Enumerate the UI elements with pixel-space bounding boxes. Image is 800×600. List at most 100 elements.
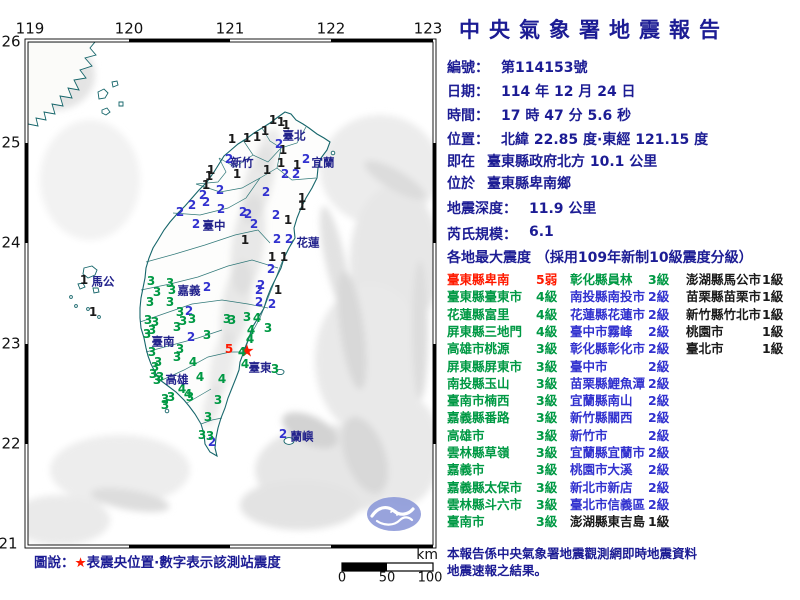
map-city-label: 臺南 [151, 334, 175, 349]
station-area-name: 臺中市 [570, 358, 608, 374]
field-value: 11.9 公里 [529, 201, 597, 217]
penghu-islands [69, 265, 101, 319]
scale-unit-label: km [416, 547, 438, 563]
station-area-name: 嘉義縣番路 [447, 410, 510, 426]
station-intensity-marker: 2 [238, 205, 248, 219]
intensity-table-row: 臺南市 3級 澎湖縣東吉島 1級 [447, 511, 797, 530]
offshore-islets [97, 80, 124, 116]
station-intensity-marker: 3 [270, 362, 280, 376]
station-area-name: 高雄市桃源 [447, 341, 510, 357]
intensity-table-row: 雲林縣斗六市 3級 臺北市信義區 2級 [447, 494, 797, 512]
station-intensity-marker: 3 [147, 345, 157, 359]
field-label: 位置： [447, 132, 489, 148]
station-intensity-marker: 4 [245, 332, 255, 346]
intensity-value: 3級 [536, 427, 558, 443]
intensity-value: 3級 [536, 393, 558, 409]
intensity-value: 3級 [536, 445, 558, 460]
station-area-name: 臺東縣卑南 [447, 272, 510, 287]
intensity-value: 2級 [648, 479, 670, 495]
intensity-value: 2級 [648, 306, 670, 322]
report-title: 中央氣象署地震報告 [459, 18, 729, 42]
intensity-table-row: 臺東縣臺東市 4級 南投縣南投市 2級 苗栗縣苗栗市 1級 [447, 286, 797, 305]
lat-axis-label: 25 [1, 133, 21, 152]
station-intensity-marker: 3 [146, 274, 156, 288]
station-intensity-marker: 3 [160, 392, 170, 406]
station-intensity-marker: 1 [206, 163, 216, 177]
station-area-name: 嘉義縣太保市 [447, 479, 523, 495]
station-intensity-marker: 3 [203, 410, 213, 424]
station-area-name: 臺南市 [447, 514, 485, 530]
intensity-value: 2級 [648, 410, 670, 426]
station-area-name: 桃園市 [686, 323, 724, 339]
intensity-value: 3級 [536, 375, 558, 391]
station-area-name: 花蓮縣花蓮市 [570, 306, 646, 322]
station-area-name: 新竹縣關西 [570, 410, 633, 426]
intensity-value: 1級 [762, 323, 784, 339]
field-label: 芮氏規模： [447, 227, 517, 243]
report-field-row: 位於 臺東縣卑南鄉 [447, 173, 571, 193]
map-city-label: 蘭嶼 [290, 429, 314, 444]
station-area-name: 雲林縣草嶺 [447, 445, 510, 460]
intensity-value: 2級 [648, 462, 670, 478]
station-intensity-marker: 5 [224, 342, 234, 356]
station-area-name: 臺南市楠西 [447, 393, 510, 409]
station-intensity-marker: 1 [273, 283, 283, 297]
report-field-row: 芮氏規模： 6.1 [447, 224, 554, 244]
station-intensity-marker: 2 [243, 207, 253, 221]
intensity-value: 2級 [648, 289, 670, 305]
station-intensity-marker: 2 [187, 198, 197, 212]
field-label: 時間： [447, 108, 489, 124]
field-label: 地震深度： [447, 201, 517, 217]
station-intensity-marker: 1 [276, 156, 286, 170]
station-area-name: 屏東縣屏東市 [447, 358, 523, 374]
intensity-value: 2級 [648, 323, 670, 339]
field-value: 6.1 [529, 224, 554, 240]
station-intensity-marker: 3 [222, 312, 232, 326]
station-area-name: 澎湖縣馬公市 [686, 272, 762, 287]
station-intensity-marker: 2 [191, 217, 201, 231]
station-intensity-marker: 3 [205, 429, 215, 443]
lon-axis-label: 120 [114, 19, 144, 38]
station-area-name: 新竹市 [570, 427, 608, 443]
intensity-value: 4級 [536, 289, 558, 305]
intensity-table-row: 高雄市桃源 3級 彰化縣彰化市 2級 臺北市 1級 [447, 338, 797, 357]
station-area-name: 臺東縣臺東市 [447, 289, 523, 305]
map-city-label: 臺北 [282, 128, 306, 143]
field-label: 即在 [447, 154, 475, 170]
station-intensity-marker: 1 [201, 178, 211, 192]
station-intensity-marker: 1 [279, 250, 289, 264]
lat-axis-label: 22 [1, 434, 21, 453]
intensity-value: 3級 [536, 514, 558, 530]
intensity-table-row: 臺南市楠西 3級 宜蘭縣南山 2級 [447, 390, 797, 409]
station-intensity-marker: 2 [201, 195, 211, 209]
station-intensity-marker: 2 [272, 232, 282, 246]
intensity-value: 3級 [536, 462, 558, 478]
station-intensity-marker: 3 [178, 314, 188, 328]
intensity-table-row: 南投縣玉山 3級 苗栗縣鯉魚潭 2級 [447, 373, 797, 391]
station-area-name: 桃園市大溪 [570, 462, 633, 478]
report-field-row: 地震深度： 11.9 公里 [447, 198, 596, 218]
field-label: 位於 [447, 176, 475, 192]
station-area-name: 嘉義市 [447, 462, 485, 478]
intensity-value: 2級 [648, 341, 670, 357]
station-intensity-marker: 4 [252, 311, 262, 325]
station-intensity-marker: 1 [297, 199, 307, 213]
intensity-value: 1級 [762, 272, 784, 287]
intensity-value: 3級 [648, 272, 670, 287]
station-intensity-marker: 3 [213, 393, 223, 407]
station-intensity-marker: 4 [183, 387, 193, 401]
intensity-table-row: 花蓮縣富里 4級 花蓮縣花蓮市 2級 新竹縣竹北市 1級 [447, 304, 797, 322]
station-intensity-marker: 1 [297, 191, 307, 205]
station-intensity-marker: 3 [167, 283, 177, 297]
station-intensity-marker: 1 [262, 163, 272, 177]
station-area-name: 新竹縣竹北市 [686, 306, 762, 322]
station-intensity-marker: 4 [240, 357, 250, 371]
field-value: 17 時 47 分 5.6 秒 [501, 108, 632, 124]
liuqiu-island [164, 408, 170, 414]
station-intensity-marker: 3 [227, 313, 237, 327]
station-intensity-marker: 2 [216, 202, 226, 216]
station-intensity-marker: 3 [175, 342, 185, 356]
report-field-row: 位置： 北緯 22.85 度·東經 121.15 度 [447, 129, 708, 149]
station-intensity-marker: 1 [240, 233, 250, 247]
